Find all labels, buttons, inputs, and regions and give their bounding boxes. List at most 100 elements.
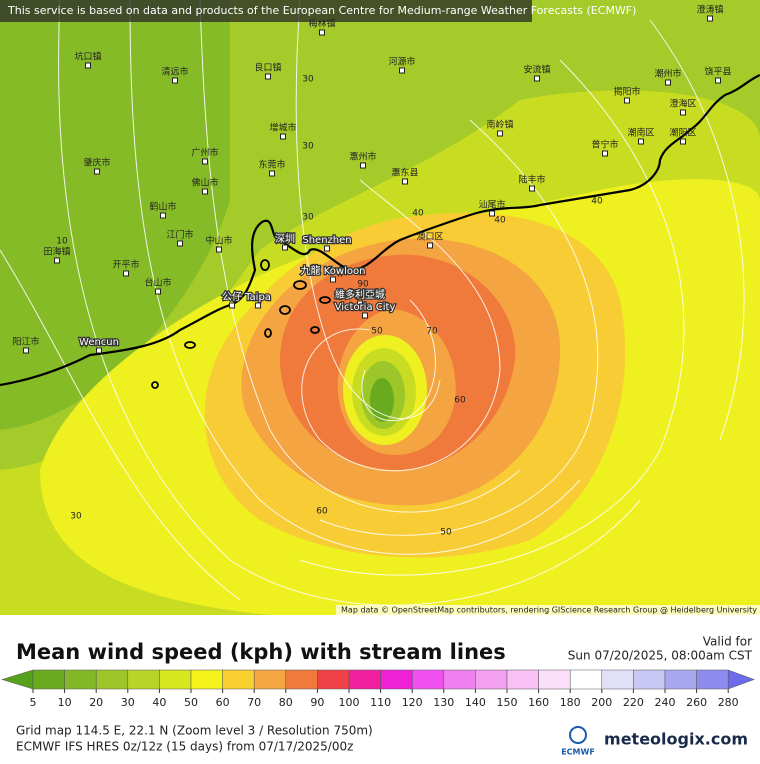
colorbar-segment	[285, 669, 318, 690]
place: 河源市	[388, 56, 416, 74]
place: 維多利亞城	[334, 287, 386, 307]
place: 坑口镇	[74, 51, 102, 69]
place-dot	[680, 109, 686, 116]
colorbar-segment	[159, 669, 192, 690]
place-label: 鹤山市	[149, 201, 176, 213]
place-dot	[265, 73, 271, 80]
place: 普宁市	[591, 139, 619, 157]
colorbar-segment	[664, 669, 697, 690]
place: 江门市	[166, 229, 194, 247]
place: 东莞市	[258, 159, 286, 177]
place-label: 汕尾市	[478, 199, 505, 211]
contour-label: 30	[70, 512, 82, 522]
colorbar-tick-label: 5	[30, 696, 37, 709]
place-label: 潮南区	[627, 127, 654, 139]
place: 澳口区	[416, 231, 444, 249]
place: Taipa	[243, 291, 272, 309]
title: Mean wind speed (kph) with stream lines	[16, 640, 506, 664]
place-dot	[177, 240, 183, 247]
place-label: 佛山市	[191, 177, 218, 189]
contour-label: 50	[440, 528, 452, 538]
colorbar-segment	[538, 669, 571, 690]
place-label: 江门市	[166, 229, 193, 241]
colorbar-tick-label: 70	[247, 696, 261, 709]
ecmwf-logo: ECMWF	[561, 748, 595, 757]
colorbar-tick-label: 150	[497, 696, 518, 709]
place: 潮南区	[627, 127, 655, 145]
place-dot	[497, 130, 503, 137]
place-label: 澄涛镇	[696, 4, 723, 16]
place-label: Victoria City	[335, 302, 396, 313]
colorbar-tick-label: 140	[465, 696, 486, 709]
colorbar-tick-label: 90	[310, 696, 324, 709]
place-label: 坑口镇	[74, 51, 101, 63]
place: 广州市	[191, 147, 219, 165]
place-dot	[680, 138, 686, 145]
contour-label: 90	[357, 280, 369, 290]
place-label: 潮州市	[654, 68, 681, 80]
colorbar-segment	[443, 669, 476, 690]
colorbar-tick-label: 40	[152, 696, 166, 709]
place-dot	[360, 162, 366, 169]
place-label: 揭阳市	[613, 86, 640, 98]
place: Victoria City	[333, 301, 397, 319]
place-dot	[229, 302, 235, 309]
place-label: 公仔	[222, 291, 242, 303]
colorbar-arrow	[727, 669, 755, 690]
place-label: 东莞市	[258, 159, 285, 171]
colorbar: 5 10 20 30 40 50 60 70 80 90 100 110 120 130 140 150 160…	[1, 669, 755, 709]
colorbar-tick-label: 180	[560, 696, 581, 709]
place-label: 河源市	[388, 56, 415, 68]
place-label: 开平市	[112, 259, 139, 271]
attribution: Map data © OpenStreetMap contributors, r…	[341, 606, 757, 615]
islands	[151, 259, 331, 389]
place-dot	[155, 288, 161, 295]
meteologix-logo: meteologix.com	[604, 730, 748, 749]
place: 饶平县	[704, 66, 732, 84]
place: Wencun	[78, 336, 120, 354]
place: 潮阳区	[669, 127, 697, 145]
place-dot	[707, 15, 713, 22]
contour-label: 40	[494, 216, 506, 226]
ecmwf-icon	[569, 726, 587, 744]
colorbar-segment	[633, 669, 666, 690]
contour-label: 60	[316, 507, 328, 517]
colorbar-tick-label: 280	[718, 696, 739, 709]
place-dot	[402, 178, 408, 185]
place: 澄海区	[669, 98, 697, 116]
place-label: Taipa	[244, 292, 271, 303]
place-label: 澳口区	[416, 231, 443, 243]
place-label: 广州市	[191, 147, 218, 159]
coastline	[0, 73, 760, 387]
place-dot	[216, 246, 222, 253]
place: 开平市	[112, 259, 140, 277]
place-dot	[489, 210, 495, 217]
place: 增城市	[269, 122, 297, 140]
place-dot	[280, 133, 286, 140]
place-dot	[85, 62, 91, 69]
place-dot	[357, 300, 363, 307]
footer-model: ECMWF IFS HRES 0z/12z (15 days) from 07/…	[16, 740, 353, 754]
place: 九龍 Kowloon	[299, 263, 367, 283]
colorbar-segment	[380, 669, 413, 690]
place-label: 普宁市	[591, 139, 618, 151]
colorbar-tick-label: 110	[370, 696, 391, 709]
place-label: 惠东县	[391, 167, 418, 179]
place-dot	[638, 138, 644, 145]
place-dot	[202, 188, 208, 195]
place-label: 九龍 Kowloon	[301, 264, 366, 277]
colorbar-arrow	[1, 669, 34, 690]
colorbar-segment	[506, 669, 539, 690]
place-label: Wencun	[79, 337, 119, 348]
place-dot	[94, 168, 100, 175]
contour-label: 60	[454, 396, 466, 406]
valid-time: Sun 07/20/2025, 08:00am CST	[568, 649, 753, 663]
place-dot	[324, 245, 330, 252]
place: 汕尾市	[478, 199, 506, 217]
place: 阳江市	[12, 336, 40, 354]
colorbar-segment	[569, 669, 603, 690]
place-label: 南岭镇	[486, 119, 513, 131]
colorbar-tick-label: 240	[655, 696, 676, 709]
place-label: 肇庆市	[83, 157, 110, 169]
